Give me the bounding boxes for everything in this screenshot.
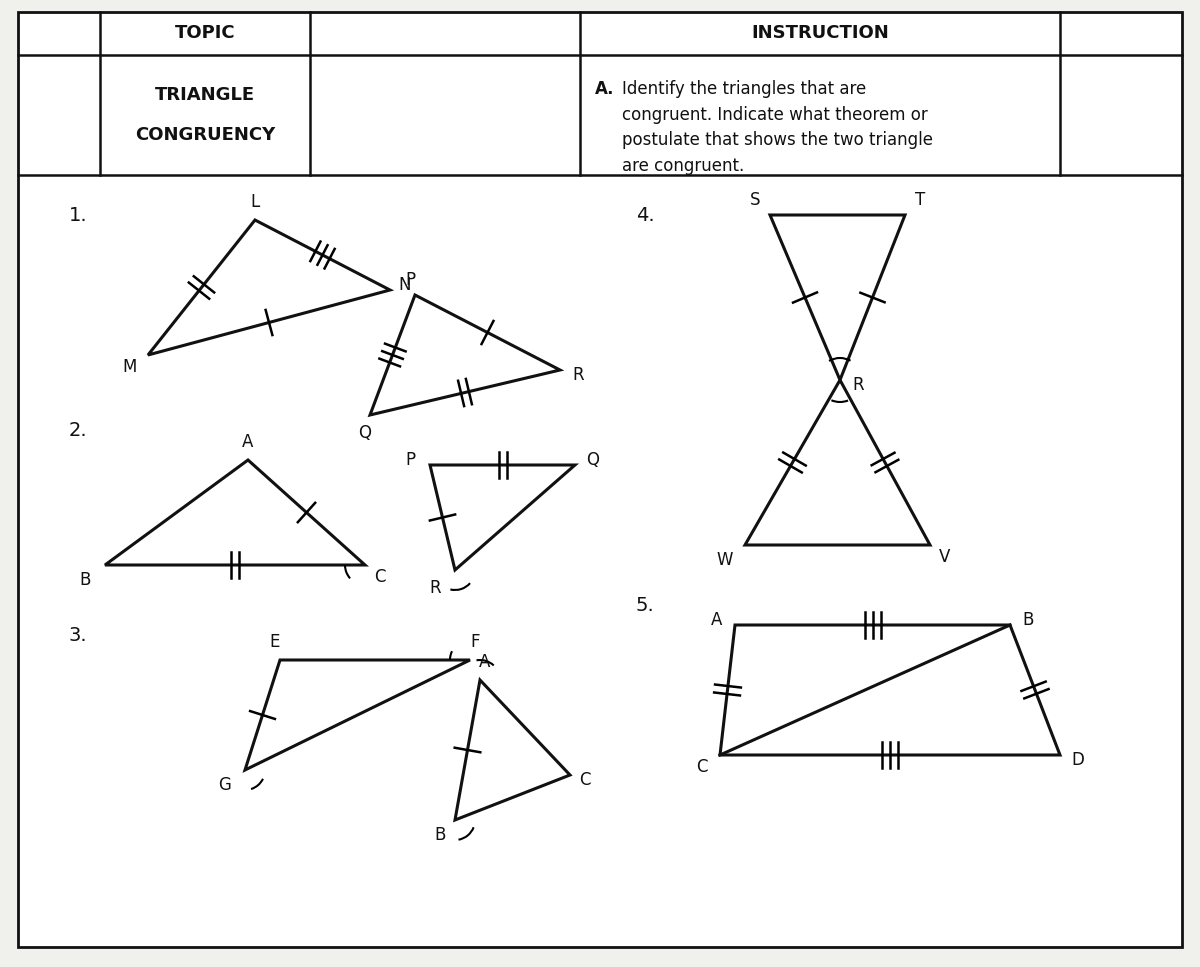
- Text: L: L: [251, 193, 259, 211]
- Text: CONGRUENCY: CONGRUENCY: [134, 126, 275, 144]
- Text: P: P: [404, 271, 415, 289]
- Text: M: M: [122, 358, 137, 376]
- Text: D: D: [1072, 751, 1085, 769]
- Text: A.: A.: [595, 80, 614, 98]
- Text: E: E: [270, 633, 280, 651]
- Text: T: T: [914, 191, 925, 209]
- FancyBboxPatch shape: [18, 12, 1182, 947]
- Text: W: W: [716, 551, 733, 569]
- Text: 3.: 3.: [68, 626, 88, 644]
- Text: Q: Q: [587, 451, 600, 469]
- Text: F: F: [470, 633, 480, 651]
- Text: R: R: [572, 366, 584, 384]
- Text: V: V: [940, 548, 950, 566]
- Text: C: C: [580, 771, 590, 789]
- Text: S: S: [750, 191, 761, 209]
- Text: A: A: [712, 611, 722, 629]
- Text: 1.: 1.: [68, 206, 88, 224]
- Text: A: A: [479, 653, 491, 671]
- Text: R: R: [852, 376, 864, 394]
- Text: B: B: [1022, 611, 1033, 629]
- Text: Q: Q: [359, 424, 372, 442]
- Text: B: B: [79, 571, 91, 589]
- Text: TOPIC: TOPIC: [175, 24, 235, 42]
- Text: R: R: [430, 579, 440, 597]
- Text: 5.: 5.: [636, 596, 654, 614]
- Text: A: A: [242, 433, 253, 451]
- Text: B: B: [434, 826, 445, 844]
- Text: N: N: [398, 276, 412, 294]
- Text: Identify the triangles that are
congruent. Indicate what theorem or
postulate th: Identify the triangles that are congruen…: [622, 80, 934, 175]
- Text: 4.: 4.: [636, 206, 654, 224]
- Text: INSTRUCTION: INSTRUCTION: [751, 24, 889, 42]
- Text: C: C: [374, 568, 385, 586]
- Text: G: G: [218, 776, 232, 794]
- Text: P: P: [404, 451, 415, 469]
- Text: C: C: [696, 758, 708, 776]
- Text: TRIANGLE: TRIANGLE: [155, 86, 256, 104]
- Text: 2.: 2.: [68, 421, 88, 439]
